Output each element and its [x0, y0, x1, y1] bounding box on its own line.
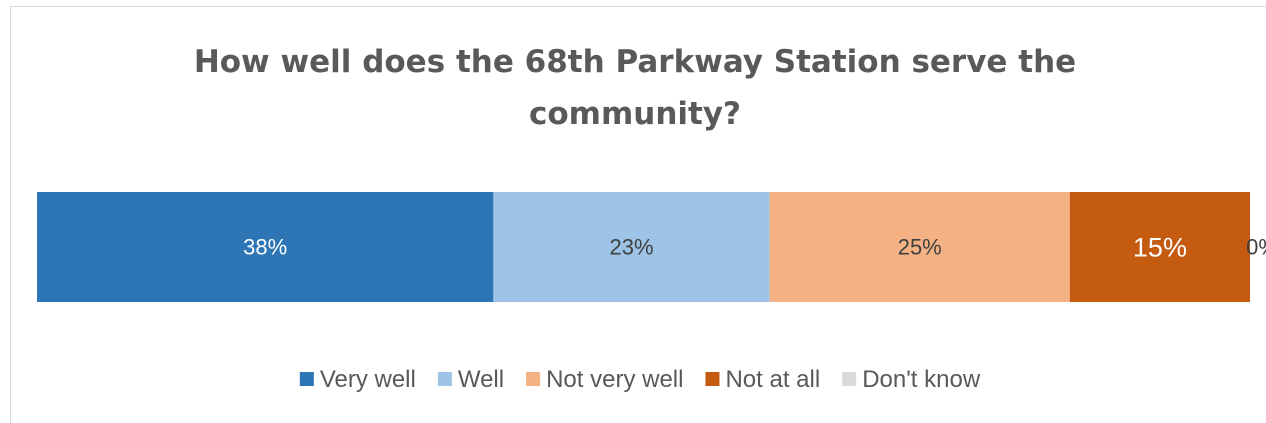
bar-segment-well — [493, 192, 770, 302]
data-label-not-very-well: 25% — [898, 235, 942, 260]
legend-swatch-not-at-all — [705, 372, 720, 386]
legend-label-not-very-well: Not very well — [546, 366, 683, 393]
legend-label-not-at-all: Not at all — [725, 366, 820, 393]
legend-label-don-t-know: Don't know — [862, 366, 981, 393]
data-label-don-t-know: 0% — [1246, 235, 1266, 260]
bar-segment-very-well — [37, 192, 494, 302]
legend-label-very-well: Very well — [320, 366, 416, 393]
chart-frame — [10, 6, 1266, 423]
legend-swatch-well — [437, 372, 452, 386]
legend-label-well: Well — [458, 366, 504, 393]
data-label-very-well: 38% — [243, 235, 287, 260]
legend-swatch-not-very-well — [526, 372, 541, 386]
legend-swatch-don-t-know — [842, 372, 857, 386]
legend-swatch-very-well — [299, 372, 314, 386]
data-label-not-at-all: 15% — [1133, 232, 1187, 262]
chart-title: How well does the 68th Parkway Station s… — [193, 44, 1077, 132]
data-label-well: 23% — [609, 235, 653, 260]
bar-segment-not-very-well — [769, 192, 1070, 302]
bar-segment-not-at-all — [1069, 192, 1251, 302]
